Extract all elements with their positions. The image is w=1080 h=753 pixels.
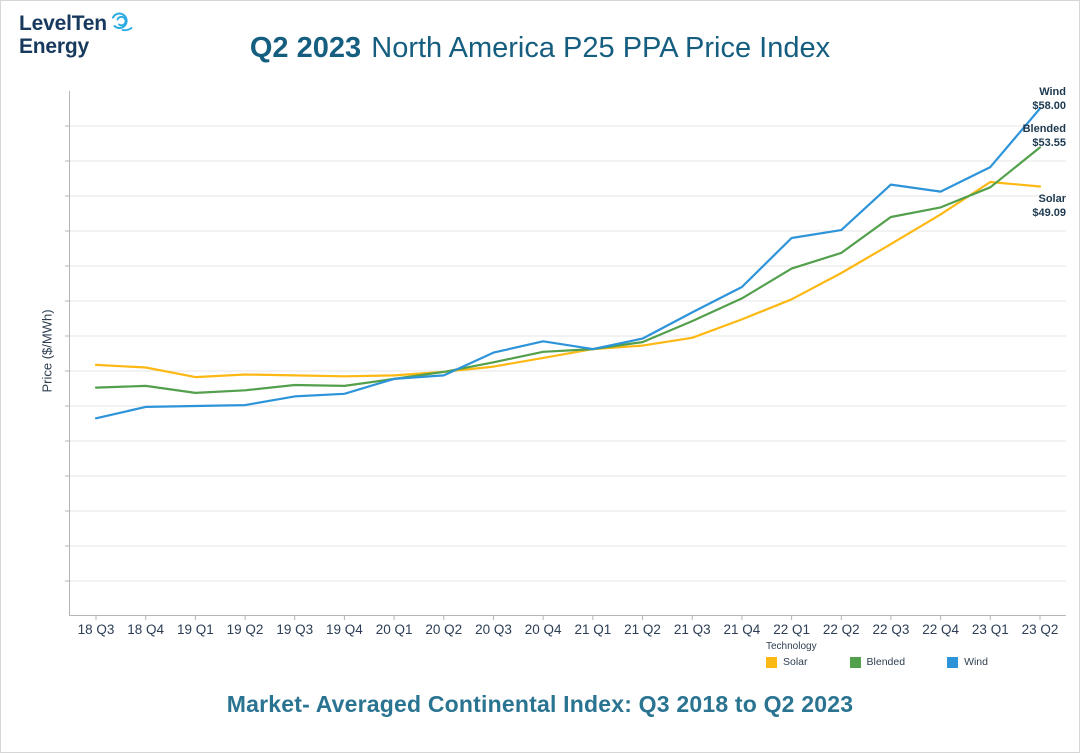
x-tick-label: 19 Q1 [176,622,214,637]
x-tick-label: 22 Q4 [922,622,960,637]
legend-swatch-wind [947,656,959,668]
x-tick-label: 18 Q4 [127,622,165,637]
x-tick-label: 19 Q4 [326,622,363,637]
levelten-logo: LevelTen Energy [19,12,134,58]
legend-label: Solar [783,656,808,668]
legend: Technology Solar Blended Wind [766,641,988,668]
legend-label: Blended [866,656,906,668]
annotation-series-name: Blended [1022,123,1066,135]
title-rest: North America P25 PPA Price Index [371,32,831,64]
x-tick-label: 20 Q3 [475,622,512,637]
x-tick-label: 20 Q2 [425,622,463,637]
x-tick-label: 21 Q4 [723,622,761,637]
legend-swatch-blended [849,656,861,668]
series-line-wind [94,107,1042,420]
legend-swatch-solar [766,656,777,668]
end-annotation-solar: Solar $49.09 [1032,193,1066,220]
x-tick-label: 18 Q3 [77,622,115,637]
x-tick-label: 19 Q2 [226,622,264,637]
y-axis-label: Price ($/MWh) [39,309,55,393]
x-tick-label: 19 Q3 [276,622,314,637]
swirl-icon [111,12,133,32]
end-annotation-wind: Wind $58.00 [1032,86,1066,113]
x-tick-label: 20 Q1 [375,622,413,637]
legend-label: Wind [964,656,988,668]
x-axis-tick-labels: 18 Q3 18 Q4 19 Q1 19 Q2 19 Q3 19 Q4 20 Q1 20 Q2… [69,622,1066,640]
legend-item-blended: Blended [849,656,906,668]
series-line-blended [94,146,1042,394]
legend-items: Solar Blended Wind [766,656,988,668]
legend-item-wind: Wind [947,656,988,668]
x-tick-label: 20 Q4 [524,622,562,637]
annotation-series-name: Solar [1038,193,1066,205]
legend-item-solar: Solar [766,656,808,668]
x-tick-label: 22 Q2 [822,622,860,637]
annotation-price-value: $53.55 [1032,136,1066,149]
x-tick-label: 23 Q2 [1021,622,1059,637]
legend-title: Technology [766,641,817,652]
page-title: Q2 2023 North America P25 PPA Price Index [1,32,1079,65]
x-tick-label: 22 Q3 [872,622,910,637]
annotation-series-name: Wind [1039,86,1066,98]
x-tick-label: 21 Q3 [673,622,711,637]
chart-subtitle: Market- Averaged Continental Index: Q3 2… [226,691,854,717]
x-tick-label: 23 Q1 [971,622,1009,637]
end-annotation-blended: Blended $53.55 [1023,123,1066,150]
series-line-solar [94,180,1042,379]
title-quarter: Q2 2023 [249,32,362,64]
logo-text-energy: Energy [19,35,89,58]
annotation-price-value: $58.00 [1032,99,1066,112]
logo-text-levelten: LevelTen [19,12,107,35]
x-tick-label: 21 Q1 [574,622,612,637]
x-tick-label: 22 Q1 [773,622,810,637]
annotation-price-value: $49.09 [1032,206,1066,219]
line-chart-plot-area [65,91,1066,620]
x-tick-label: 21 Q2 [624,622,661,637]
